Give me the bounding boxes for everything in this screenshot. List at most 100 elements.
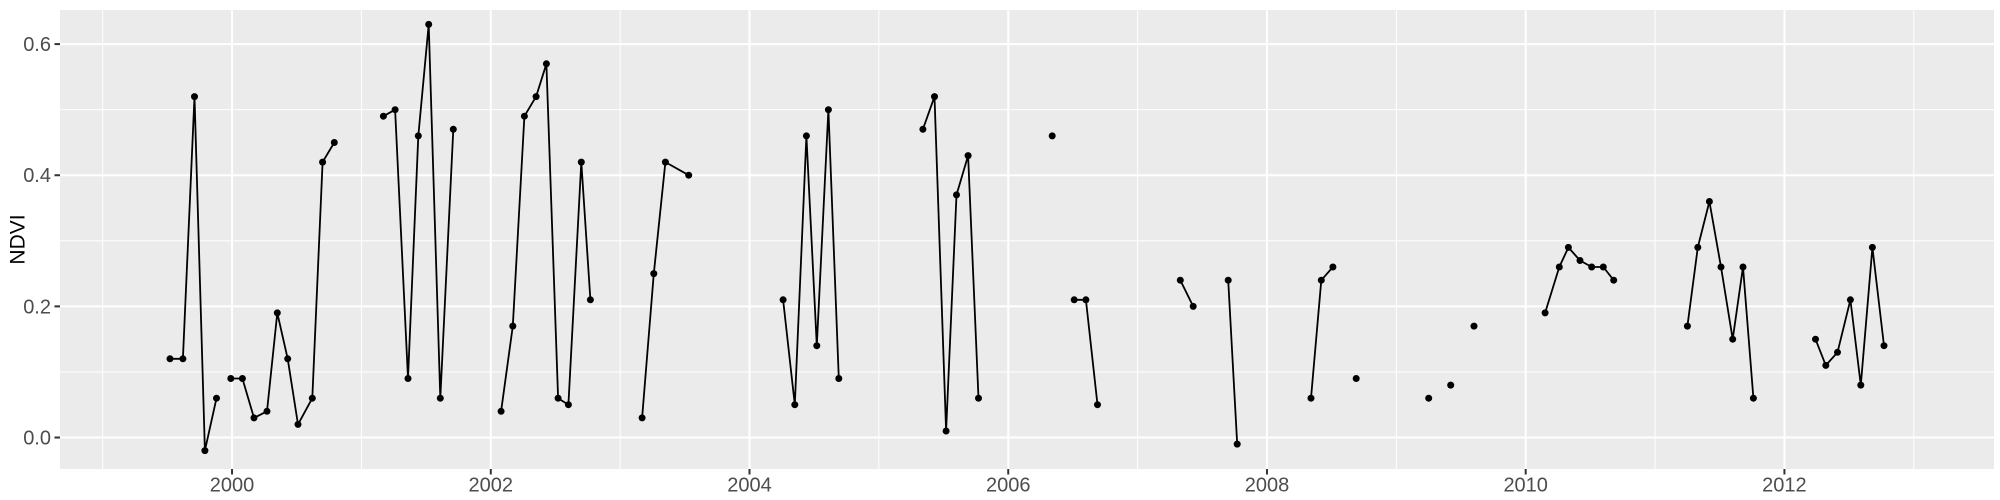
data-point: [509, 322, 517, 330]
series-segment-7: [922, 95, 980, 432]
y-tick-label-0.0: 0.0: [23, 428, 51, 450]
data-point: [1610, 276, 1618, 284]
data-point: [1070, 296, 1078, 304]
data-point: [497, 407, 505, 415]
data-point: [661, 158, 669, 166]
data-point: [404, 375, 412, 382]
data-point: [1834, 348, 1841, 356]
data-point: [1048, 132, 1056, 140]
data-point: [577, 158, 585, 166]
data-point: [1470, 322, 1478, 330]
data-point: [824, 106, 832, 114]
data-point: [1447, 381, 1455, 389]
x-tick-label-2008: 2008: [1245, 475, 1290, 497]
series-segment-10: [1179, 279, 1195, 308]
data-point: [520, 112, 528, 120]
data-point: [1749, 394, 1757, 402]
data-point: [425, 20, 433, 28]
data-point: [554, 394, 562, 402]
data-point: [1588, 263, 1596, 271]
data-point: [542, 60, 550, 68]
x-tick-label-2000: 2000: [210, 475, 255, 497]
data-point: [1425, 394, 1433, 402]
data-point: [1176, 276, 1184, 284]
data-point: [586, 296, 594, 304]
data-point: [1307, 394, 1315, 402]
data-point: [779, 296, 787, 304]
y-tick-label-0.2: 0.2: [23, 296, 51, 318]
data-point: [227, 375, 235, 382]
data-point: [1683, 322, 1691, 330]
data-point: [263, 407, 271, 415]
plot-panel: [60, 10, 1994, 469]
data-point: [931, 93, 938, 101]
data-point: [449, 125, 457, 133]
data-point: [1880, 342, 1888, 350]
data-point: [1812, 335, 1819, 343]
data-point: [564, 401, 572, 409]
data-point: [1846, 296, 1854, 304]
data-point: [1541, 309, 1549, 317]
data-point: [1739, 263, 1747, 271]
series-segment-6: [782, 108, 840, 406]
series-segment-2: [229, 141, 336, 426]
data-point: [1555, 263, 1563, 271]
data-point: [835, 375, 843, 382]
data-point: [1717, 263, 1725, 271]
data-point: [1822, 361, 1830, 369]
data-point: [308, 394, 316, 402]
x-tick-label-2006: 2006: [986, 475, 1031, 497]
data-point: [330, 139, 338, 146]
data-point: [1868, 243, 1876, 251]
series-segment-11: [1227, 279, 1239, 446]
data-point: [1233, 440, 1241, 448]
x-tick-label-2010: 2010: [1503, 475, 1548, 497]
data-point: [638, 414, 646, 422]
data-point: [213, 394, 220, 402]
y-tick-label-0.4: 0.4: [23, 165, 51, 187]
data-point: [1317, 276, 1325, 284]
data-point: [1694, 243, 1702, 251]
data-point: [953, 191, 960, 199]
data-point: [1729, 335, 1737, 343]
data-point: [685, 171, 693, 179]
data-point: [179, 355, 187, 363]
data-point: [436, 394, 444, 402]
data-point: [1599, 263, 1607, 271]
data-point: [1352, 375, 1360, 382]
x-tick-label-2012: 2012: [1762, 475, 1807, 497]
data-point: [284, 355, 292, 363]
data-point: [650, 270, 658, 278]
data-point: [919, 125, 927, 133]
data-point: [813, 342, 821, 350]
data-point: [802, 132, 810, 140]
series-segment-5: [641, 161, 690, 419]
data-point: [975, 394, 982, 402]
y-tick-label-0.6: 0.6: [23, 34, 51, 56]
data-point: [273, 309, 281, 317]
data-point: [942, 427, 950, 435]
data-point: [1094, 401, 1101, 409]
data-point: [1564, 243, 1572, 251]
data-point: [191, 93, 198, 101]
x-tick-label-2002: 2002: [469, 475, 514, 497]
data-point: [1329, 263, 1337, 271]
data-point: [964, 152, 972, 160]
data-point: [1224, 276, 1232, 284]
data-point: [391, 106, 399, 114]
data-point: [1189, 302, 1197, 310]
data-point: [1082, 296, 1090, 304]
data-point: [379, 112, 387, 120]
data-point: [1705, 198, 1713, 205]
data-point: [791, 401, 799, 409]
data-point: [414, 132, 422, 140]
x-tick-label-2004: 2004: [727, 475, 772, 497]
y-axis-title: NDVI: [6, 214, 30, 265]
data-point: [1857, 381, 1865, 389]
data-point: [319, 158, 327, 166]
data-point: [201, 447, 209, 455]
data-point: [166, 355, 174, 363]
data-point: [250, 414, 258, 422]
